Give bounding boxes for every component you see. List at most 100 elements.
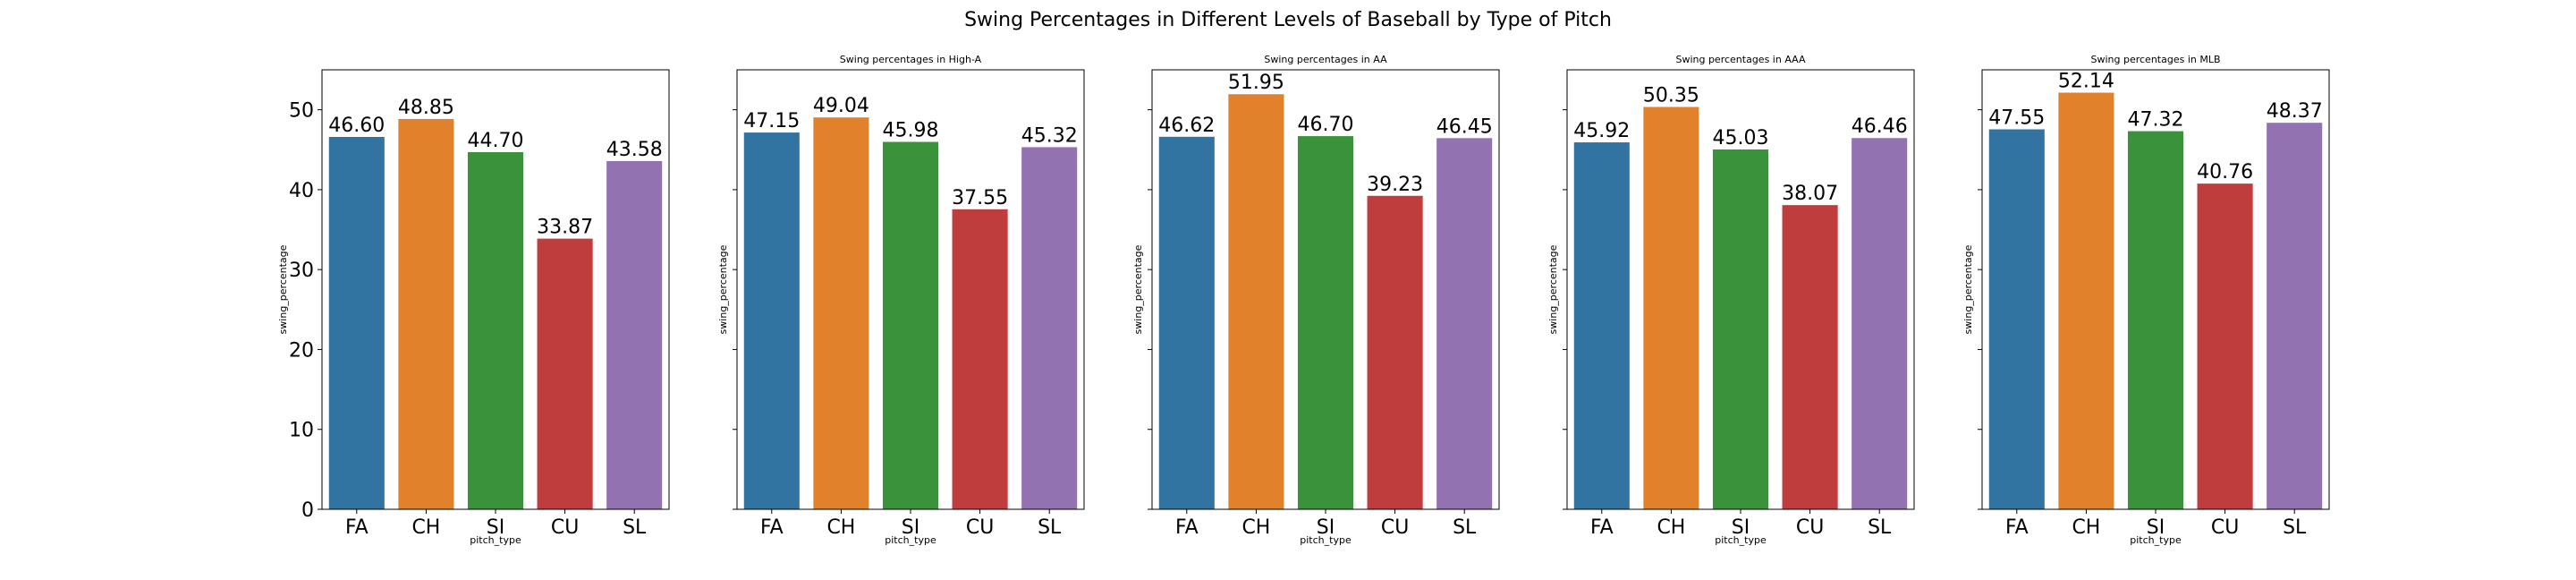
axes-frame — [736, 69, 1085, 510]
x-tick-label: SI — [1317, 516, 1335, 539]
bar-value-label: 39.23 — [1367, 174, 1423, 196]
y-tick-label: 50 — [289, 100, 314, 123]
bar-fa — [1573, 142, 1630, 509]
y-tick-label: 40 — [289, 180, 314, 202]
x-tick-label: CH — [1657, 516, 1685, 539]
bar-value-label: 33.87 — [537, 217, 593, 239]
axes-frame — [1566, 69, 1915, 510]
bar-si — [467, 151, 524, 509]
bar-value-label: 47.15 — [743, 110, 800, 132]
bar-value-label: 46.60 — [328, 115, 385, 137]
bar-value-label: 38.07 — [1782, 183, 1838, 205]
bar-ch — [398, 118, 454, 509]
bar-sl — [1852, 138, 1908, 510]
figure-suptitle: Swing Percentages in Different Levels of… — [964, 9, 1612, 31]
bar-fa — [743, 132, 800, 509]
x-tick-label: FA — [760, 516, 784, 539]
bar-value-label: 47.32 — [2128, 109, 2184, 132]
bar-value-label: 46.70 — [1298, 114, 1354, 136]
bar-fa — [1158, 136, 1215, 509]
x-tick-label: CH — [1241, 516, 1270, 539]
y-axis-label: swing_percentage — [1962, 244, 1974, 334]
bar-value-label: 52.14 — [2058, 71, 2114, 93]
x-tick-label: SL — [2283, 516, 2307, 539]
subplot-5: 47.55 FA 52.14 CH 47.32 SI 40.76 CU 48.37 SL Swing… — [1962, 54, 2330, 546]
bar-fa — [328, 136, 385, 510]
bar-cu — [1782, 205, 1838, 509]
bar-value-label: 37.55 — [952, 187, 1008, 209]
x-tick-label: CU — [966, 516, 994, 539]
bar-cu — [1367, 195, 1423, 509]
subplot-title: Swing percentages in MLB — [2090, 54, 2220, 65]
x-axis-label: pitch_type — [2130, 534, 2182, 546]
bar-value-label: 48.37 — [2267, 100, 2323, 123]
bar-cu — [537, 238, 593, 509]
bar-value-label: 51.95 — [1228, 72, 1284, 94]
x-tick-label: SI — [902, 516, 919, 539]
y-tick-label: 10 — [289, 420, 314, 442]
x-tick-label: SL — [1453, 516, 1477, 539]
bar-sl — [1021, 147, 1078, 510]
bar-value-label: 44.70 — [468, 130, 524, 152]
bar-value-label: 46.45 — [1436, 115, 1493, 138]
x-tick-label: SI — [1732, 516, 1750, 539]
bar-ch — [813, 117, 869, 509]
y-tick-label: 0 — [301, 499, 314, 522]
x-tick-label: SL — [1038, 516, 1062, 539]
x-tick-label: FA — [1175, 516, 1199, 539]
bar-value-label: 45.98 — [883, 120, 939, 142]
subplots: 46.60 FA 48.85 CH 44.70 SI 33.87 CU 43.58 SL 0 10 20… — [277, 54, 2330, 546]
x-tick-label: CH — [411, 516, 440, 539]
bar-cu — [2197, 183, 2253, 509]
bar-fa — [1988, 129, 2045, 509]
bar-value-label: 50.35 — [1643, 85, 1699, 107]
x-tick-label: CH — [2072, 516, 2100, 539]
x-tick-label: SL — [623, 516, 647, 539]
y-axis-label: swing_percentage — [717, 244, 729, 334]
bar-cu — [952, 209, 1008, 509]
subplot-2: 47.15 FA 49.04 CH 45.98 SI 37.55 CU 45.32 SL Swing… — [717, 54, 1085, 546]
bar-ch — [1228, 94, 1284, 509]
x-axis-label: pitch_type — [1715, 534, 1767, 546]
x-tick-label: SI — [2147, 516, 2165, 539]
bar-sl — [606, 160, 663, 509]
y-axis-label: swing_percentage — [1547, 244, 1559, 334]
bar-value-label: 40.76 — [2197, 161, 2253, 183]
x-tick-label: SI — [487, 516, 504, 539]
bar-sl — [2267, 123, 2323, 509]
bar-value-label: 43.58 — [606, 139, 663, 161]
bar-value-label: 48.85 — [398, 97, 454, 119]
subplot-1: 46.60 FA 48.85 CH 44.70 SI 33.87 CU 43.58 SL 0 10 20… — [277, 69, 670, 546]
bar-value-label: 47.55 — [1988, 107, 2045, 130]
x-axis-label: pitch_type — [1300, 534, 1352, 546]
x-axis-label: pitch_type — [885, 534, 936, 546]
y-axis-label: swing_percentage — [277, 244, 289, 334]
bar-ch — [2058, 92, 2114, 509]
bar-value-label: 46.62 — [1158, 115, 1215, 137]
x-tick-label: CU — [1796, 516, 1824, 539]
bar-si — [882, 141, 939, 509]
bar-si — [1712, 149, 1769, 509]
x-tick-label: CH — [826, 516, 855, 539]
x-tick-label: FA — [1590, 516, 1614, 539]
y-axis-label: swing_percentage — [1132, 244, 1144, 334]
subplot-title: Swing percentages in AA — [1264, 54, 1387, 65]
bar-value-label: 45.32 — [1021, 124, 1078, 147]
bar-ch — [1643, 107, 1699, 509]
axes-frame — [1151, 69, 1500, 510]
x-tick-label: CU — [551, 516, 579, 539]
x-tick-label: SL — [1868, 516, 1892, 539]
x-tick-label: FA — [2005, 516, 2029, 539]
axes-frame — [1981, 69, 2330, 510]
axes-frame — [321, 69, 670, 510]
subplot-title: Swing percentages in AAA — [1675, 54, 1806, 65]
subplot-3: 46.62 FA 51.95 CH 46.70 SI 39.23 CU 46.45 SL Swing… — [1132, 54, 1500, 546]
bar-sl — [1436, 138, 1493, 509]
subplot-4: 45.92 FA 50.35 CH 45.03 SI 38.07 CU 46.46 SL Swing… — [1547, 54, 1915, 546]
y-tick-label: 30 — [289, 260, 314, 282]
x-tick-label: CU — [2211, 516, 2239, 539]
bar-value-label: 45.03 — [1713, 127, 1769, 149]
x-axis-label: pitch_type — [470, 534, 521, 546]
bar-value-label: 49.04 — [813, 95, 869, 117]
